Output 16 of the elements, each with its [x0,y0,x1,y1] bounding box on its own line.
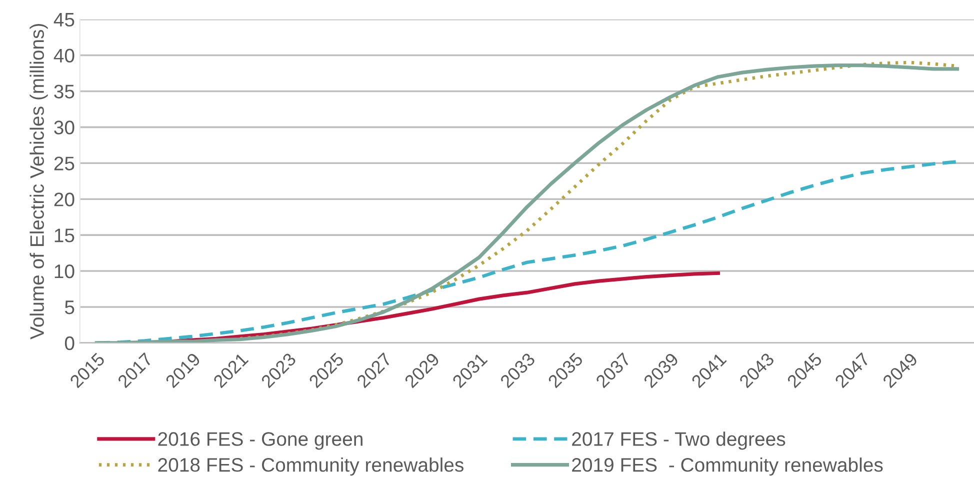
y-tick-label: 45 [54,12,74,27]
y-tick-label: 40 [54,48,74,63]
y-tick-label: 35 [54,84,74,98]
legend-label: 2017 FES - Two degrees [572,432,786,450]
y-tick-label: 30 [54,120,74,134]
y-tick-label: 25 [54,156,74,170]
line-series [94,64,960,343]
y-tick-label: 5 [64,300,74,314]
legend-label: 2018 FES - Community renewables [158,458,464,476]
y-tick-label: 10 [54,264,74,278]
legend-label: 2019 FES - Community renewables [572,458,883,476]
y-tick-label: 15 [54,228,74,242]
legend-label: 2016 FES - Gone green [158,432,362,450]
y-axis-title: Volume of Electric Vehicles (millions) [30,24,48,340]
y-tick-label: 20 [54,192,74,206]
y-tick-label: 0 [64,336,74,350]
